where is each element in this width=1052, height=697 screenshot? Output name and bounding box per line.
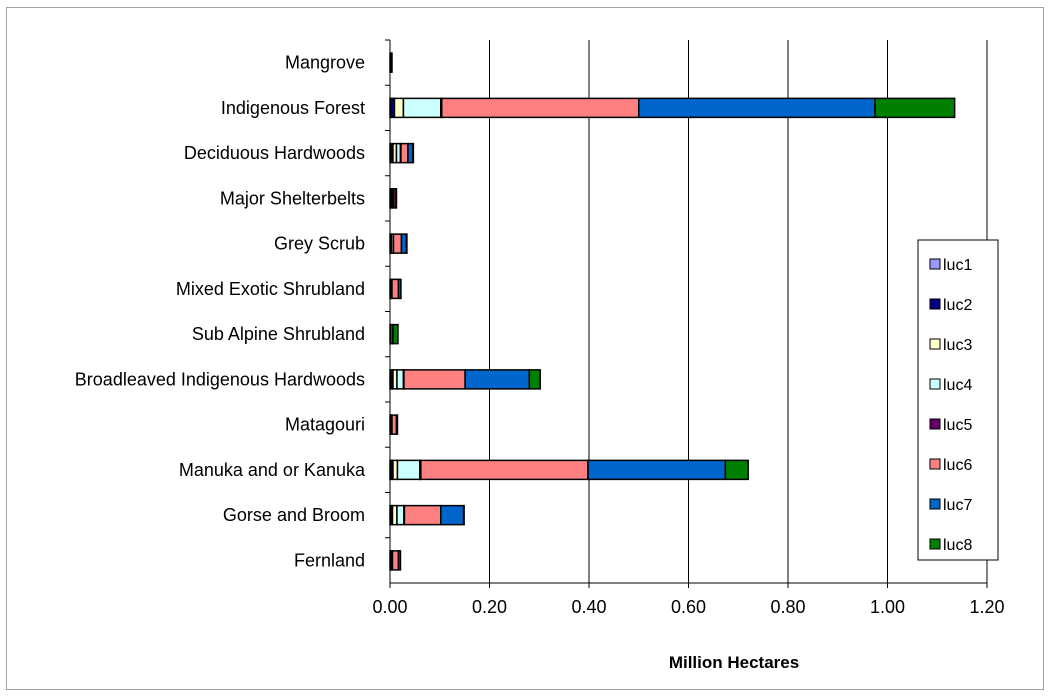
legend-label: luc4	[943, 377, 972, 394]
bar-segment-luc4	[396, 504, 405, 526]
category-label: Major Shelterbelts	[220, 188, 365, 208]
bar-stack	[389, 188, 398, 209]
x-tick-label: 0.60	[671, 597, 706, 617]
bar-segment-luc7	[397, 278, 402, 300]
bar-stack	[389, 414, 399, 435]
bar-segment-luc6	[403, 504, 442, 526]
x-tick-label: 0.80	[770, 597, 805, 617]
bar-segment-luc6	[403, 369, 466, 390]
bar-segment-luc6	[391, 550, 400, 571]
legend-label: luc3	[943, 337, 972, 354]
legend-label: luc7	[943, 497, 972, 514]
category-label: Grey Scrub	[274, 234, 365, 254]
bar-stack	[389, 233, 408, 254]
category-label: Gorse and Broom	[223, 505, 365, 525]
bar-segment-luc7	[395, 414, 399, 435]
bar-segment-luc8	[392, 323, 399, 345]
category-label: Deciduous Hardwoods	[184, 143, 365, 163]
gridlines	[389, 40, 988, 588]
bar-stack	[389, 550, 402, 571]
bar-segment-luc8	[874, 97, 956, 119]
legend-label: luc2	[943, 297, 972, 314]
category-label: Mangrove	[285, 53, 365, 73]
legend-swatch	[929, 298, 941, 310]
legend-swatch	[929, 538, 941, 550]
bar-stack	[389, 504, 465, 526]
bar-segment-luc4	[396, 369, 405, 390]
bar-segment-luc6	[440, 97, 640, 119]
x-tick-label: 0.00	[372, 597, 407, 617]
bar-segment-luc7	[587, 459, 727, 481]
bar-segment-luc7	[638, 97, 876, 119]
bar-segment-luc7	[395, 188, 398, 209]
x-tick-labels: 0.00 0.20 0.40 0.60 0.80 1.00 1.20	[372, 597, 1004, 617]
bar-segment-luc8	[528, 369, 541, 390]
bars	[389, 52, 956, 571]
bar-segment-luc3	[393, 97, 405, 119]
bar-segment-luc7	[397, 550, 402, 571]
category-label: Sub Alpine Shrubland	[192, 324, 365, 344]
bar-stack	[389, 97, 956, 119]
legend: luc1 luc2 luc3 luc4 luc5 luc6 luc7 luc8	[917, 239, 999, 561]
category-label: Broadleaved Indigenous Hardwoods	[75, 369, 365, 389]
legend-swatch	[929, 378, 941, 390]
legend-label: luc1	[943, 257, 972, 274]
bar-segment-luc8	[724, 459, 749, 481]
legend-label: luc8	[943, 537, 972, 554]
category-label: Fernland	[294, 550, 365, 570]
legend-swatch	[929, 258, 941, 270]
bar-stack	[389, 142, 415, 164]
x-tick-label: 0.20	[472, 597, 507, 617]
bar-segment-luc8	[405, 233, 408, 254]
category-label: Mixed Exotic Shrubland	[176, 279, 365, 299]
legend-label: luc6	[943, 457, 972, 474]
category-label: Matagouri	[285, 415, 365, 435]
category-labels: Mangrove Indigenous Forest Deciduous Hardw…	[75, 39, 390, 570]
legend-swatch	[929, 458, 941, 470]
x-axis-title: Million Hectares	[669, 653, 799, 672]
bar-stack	[389, 459, 749, 481]
x-tick-label: 1.00	[870, 597, 905, 617]
bar-segment-luc3	[390, 52, 393, 73]
x-tick-label: 1.20	[969, 597, 1004, 617]
bar-segment-luc4	[402, 97, 442, 119]
bar-segment-luc6	[391, 278, 400, 300]
bar-segment-luc6	[400, 142, 409, 164]
x-tick-label: 0.40	[571, 597, 606, 617]
bar-stack	[389, 323, 399, 345]
bar-segment-luc6	[392, 233, 403, 254]
bar-segment-luc7	[439, 504, 465, 526]
bar-segment-luc8	[412, 142, 415, 164]
category-label: Manuka and or Kanuka	[179, 460, 366, 480]
bar-segment-luc7	[464, 369, 531, 390]
legend-swatch	[929, 338, 941, 350]
bar-segment-luc8	[462, 504, 465, 526]
bar-stack	[389, 369, 541, 390]
bar-segment-luc4	[396, 459, 421, 481]
legend-swatch	[929, 418, 941, 430]
bar-segment-luc6	[420, 459, 589, 481]
bar-stack	[389, 278, 402, 300]
category-label: Indigenous Forest	[221, 98, 365, 118]
chart-frame	[6, 7, 1044, 690]
legend-label: luc5	[943, 417, 972, 434]
legend-swatch	[929, 498, 941, 510]
